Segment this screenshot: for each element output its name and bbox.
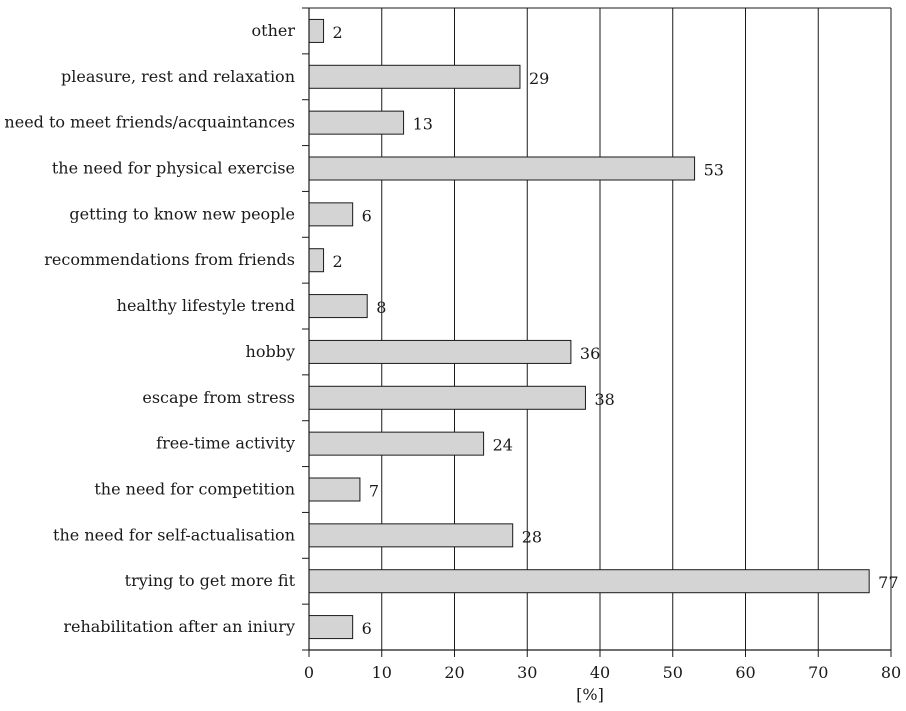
category-label-8: escape from stress bbox=[142, 388, 295, 407]
category-label-1: pleasure, rest and relaxation bbox=[61, 67, 295, 86]
value-label-10: 7 bbox=[369, 482, 379, 501]
value-label-1: 29 bbox=[529, 69, 549, 88]
bar-4 bbox=[308, 202, 354, 227]
bar-12 bbox=[308, 569, 870, 594]
x-tick-label-60: 60 bbox=[735, 663, 755, 682]
category-label-10: the need for competition bbox=[94, 480, 295, 499]
axis-layer bbox=[302, 7, 892, 657]
bar-1 bbox=[308, 64, 521, 89]
category-label-2: need to meet friends/acquaintances bbox=[4, 113, 295, 132]
bar-6 bbox=[308, 294, 368, 319]
category-label-6: healthy lifestyle trend bbox=[117, 296, 295, 315]
category-label-12: trying to get more fit bbox=[125, 571, 296, 590]
value-label-12: 77 bbox=[878, 573, 898, 592]
bar-0 bbox=[308, 18, 325, 43]
x-tick-label-50: 50 bbox=[663, 663, 683, 682]
bar-13 bbox=[308, 615, 354, 640]
value-label-3: 53 bbox=[704, 161, 724, 180]
value-label-13: 6 bbox=[362, 619, 372, 638]
value-label-2: 13 bbox=[413, 115, 433, 134]
x-tick-label-30: 30 bbox=[517, 663, 537, 682]
bar-5 bbox=[308, 248, 325, 273]
x-tick-label-40: 40 bbox=[590, 663, 610, 682]
bar-2 bbox=[308, 110, 405, 135]
bar-9 bbox=[308, 431, 485, 456]
value-label-9: 24 bbox=[493, 436, 513, 455]
value-label-0: 2 bbox=[333, 23, 343, 42]
value-label-4: 6 bbox=[362, 206, 372, 225]
x-tick-label-20: 20 bbox=[444, 663, 464, 682]
category-label-0: other bbox=[252, 21, 296, 40]
x-axis-title: [%] bbox=[576, 685, 604, 704]
value-label-7: 36 bbox=[580, 344, 600, 363]
bar-11 bbox=[308, 523, 514, 548]
category-label-5: recommendations from friends bbox=[44, 250, 295, 269]
bar-8 bbox=[308, 385, 586, 410]
category-label-9: free-time activity bbox=[156, 434, 295, 453]
grid-layer bbox=[381, 8, 819, 650]
category-label-4: getting to know new people bbox=[69, 204, 295, 223]
category-label-3: the need for physical exercise bbox=[52, 159, 295, 178]
x-tick-label-0: 0 bbox=[304, 663, 314, 682]
bar-10 bbox=[308, 477, 361, 502]
bar-3 bbox=[308, 156, 696, 181]
category-label-13: rehabilitation after an iniury bbox=[63, 617, 295, 636]
category-label-7: hobby bbox=[246, 342, 295, 361]
bar-layer bbox=[308, 18, 870, 640]
x-tick-label-80: 80 bbox=[881, 663, 901, 682]
label-layer: 0 10 20 30 40 50 60 70 80 other 2 pleasure, rest an… bbox=[4, 21, 901, 704]
value-label-8: 38 bbox=[594, 390, 614, 409]
value-label-6: 8 bbox=[376, 298, 386, 317]
x-tick-label-70: 70 bbox=[808, 663, 828, 682]
bar-7 bbox=[308, 339, 572, 364]
value-label-11: 28 bbox=[522, 527, 542, 546]
category-label-11: the need for self-actualisation bbox=[53, 525, 295, 544]
value-label-5: 2 bbox=[333, 252, 343, 271]
x-tick-label-10: 10 bbox=[372, 663, 392, 682]
